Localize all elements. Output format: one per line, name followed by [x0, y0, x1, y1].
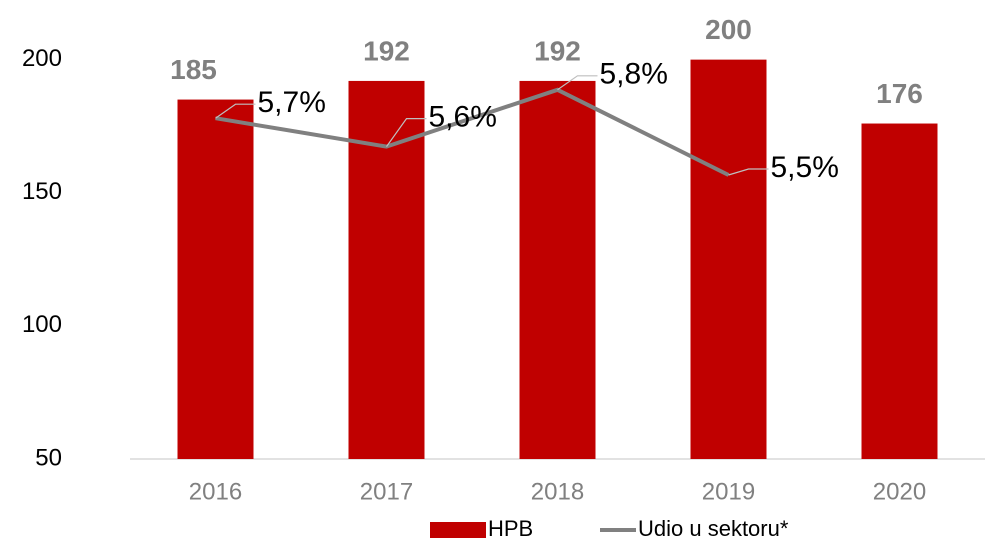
leader-line: [386, 117, 427, 147]
leader-line: [728, 168, 769, 176]
legend-label: HPB: [488, 516, 533, 541]
line: [215, 87, 730, 177]
line-value-label: 5,7%: [258, 86, 326, 119]
bar-value-label: 192: [534, 35, 581, 66]
line-value-label: 5,5%: [771, 151, 839, 184]
y-tick-label: 50: [35, 444, 62, 471]
leader-line: [215, 103, 256, 119]
x-tick-label: 2018: [531, 478, 584, 505]
bar-value-label: 192: [363, 35, 410, 66]
y-tick-label: 100: [22, 311, 62, 338]
x-tick-label: 2020: [873, 478, 926, 505]
y-tick-label: 200: [22, 45, 62, 72]
x-tick-label: 2019: [702, 478, 755, 505]
bar: [861, 123, 938, 460]
bar: [690, 59, 767, 459]
y-tick-label: 150: [22, 178, 62, 205]
line-value-label: 5,6%: [429, 101, 497, 134]
x-tick-label: 2016: [189, 478, 242, 505]
bar: [177, 99, 254, 459]
legend-label: Udio u sektoru*: [638, 516, 789, 541]
bar-value-label: 200: [705, 14, 752, 45]
line-value-label: 5,8%: [600, 58, 668, 91]
bar: [519, 80, 596, 460]
bar-value-label: 176: [876, 78, 923, 109]
legend-swatch: [430, 522, 486, 538]
bar-value-label: 185: [170, 54, 217, 85]
leader-line: [557, 75, 598, 91]
x-tick-label: 2017: [360, 478, 413, 505]
